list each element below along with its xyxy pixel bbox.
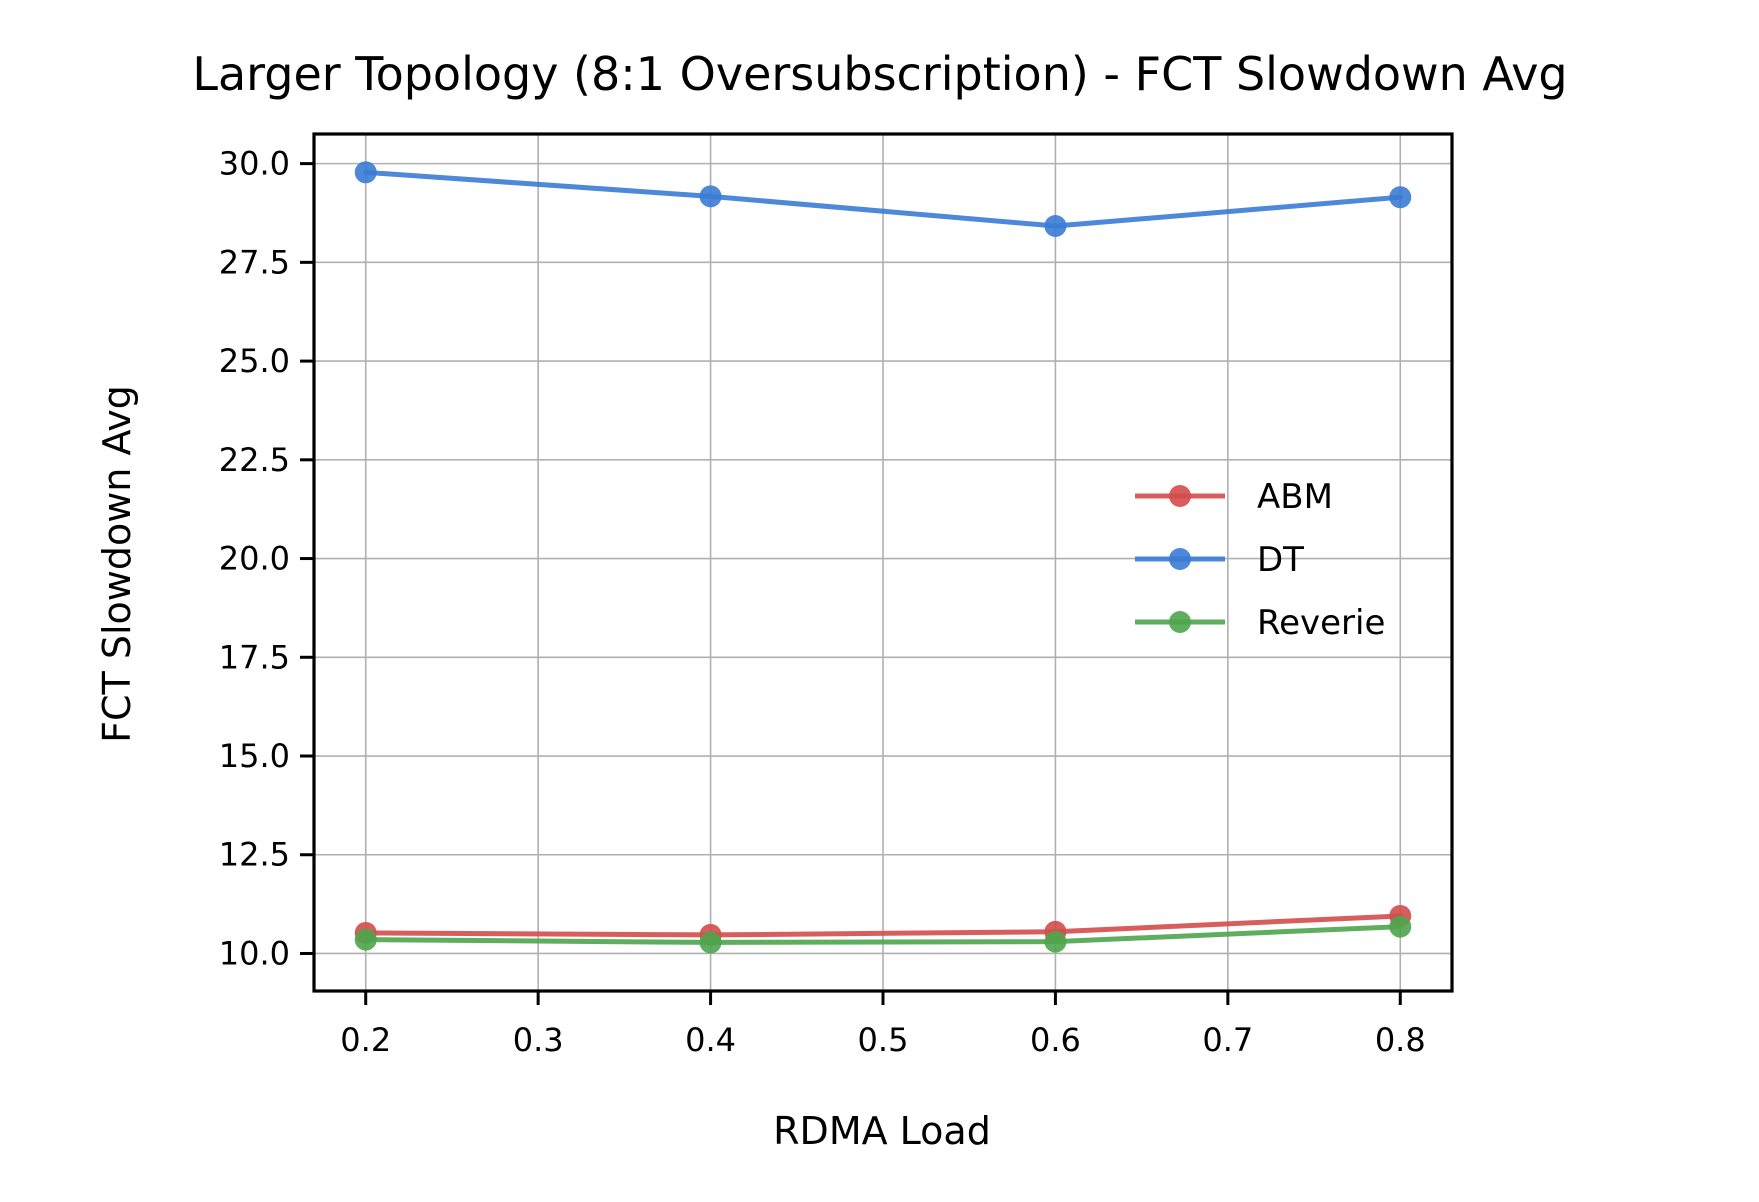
y-tick-label: 10.0 <box>219 934 290 972</box>
legend-swatch-marker <box>1169 548 1191 570</box>
legend-swatch-marker <box>1169 611 1191 633</box>
y-axis-label: FCT Slowdown Avg <box>95 385 139 743</box>
legend-swatch-marker <box>1169 485 1191 507</box>
x-tick-label: 0.6 <box>1030 1021 1081 1059</box>
y-tick-label: 25.0 <box>219 342 290 380</box>
legend-label: Reverie <box>1257 603 1385 643</box>
x-tick-label: 0.3 <box>513 1021 564 1059</box>
x-tick-label: 0.7 <box>1202 1021 1253 1059</box>
series-line <box>363 913 1403 938</box>
y-tick-label: 30.0 <box>219 145 290 183</box>
data-point <box>1044 215 1067 238</box>
x-axis-ticks: 0.2 0.3 0.4 0.5 0.6 0.7 0.8 <box>340 991 1426 1059</box>
series-layer <box>354 161 1412 954</box>
x-axis-label: RDMA Load <box>773 1109 991 1153</box>
y-tick-label: 20.0 <box>219 540 290 578</box>
chart-title: Larger Topology (8:1 Oversubscription) -… <box>192 47 1567 101</box>
legend-item: ABM <box>1135 477 1333 517</box>
y-tick-label: 17.5 <box>219 638 290 676</box>
legend-item: Reverie <box>1135 603 1385 643</box>
data-point <box>699 185 722 208</box>
y-tick-label: 27.5 <box>219 243 290 281</box>
series-line <box>363 924 1403 945</box>
data-point <box>354 928 377 951</box>
legend-item: DT <box>1135 540 1304 580</box>
legend: ABM DT Reverie <box>1135 477 1385 643</box>
y-tick-label: 12.5 <box>219 836 290 874</box>
y-axis-ticks: 10.0 12.5 15.0 17.5 20.0 22.5 25.0 27.5 30.0 <box>219 145 314 972</box>
series-dt <box>354 161 1412 238</box>
x-tick-label: 0.2 <box>340 1021 391 1059</box>
data-point <box>1389 186 1412 209</box>
series-reverie <box>354 915 1412 954</box>
data-point <box>1044 930 1067 953</box>
series-line <box>363 169 1403 229</box>
data-point <box>354 161 377 184</box>
data-point <box>1389 915 1412 938</box>
x-tick-label: 0.5 <box>858 1021 909 1059</box>
x-tick-label: 0.8 <box>1375 1021 1426 1059</box>
grid <box>314 134 1452 991</box>
legend-label: ABM <box>1257 477 1333 517</box>
data-point <box>699 931 722 954</box>
y-tick-label: 15.0 <box>219 737 290 775</box>
y-tick-label: 22.5 <box>219 441 290 479</box>
x-tick-label: 0.4 <box>685 1021 736 1059</box>
legend-label: DT <box>1257 540 1304 580</box>
